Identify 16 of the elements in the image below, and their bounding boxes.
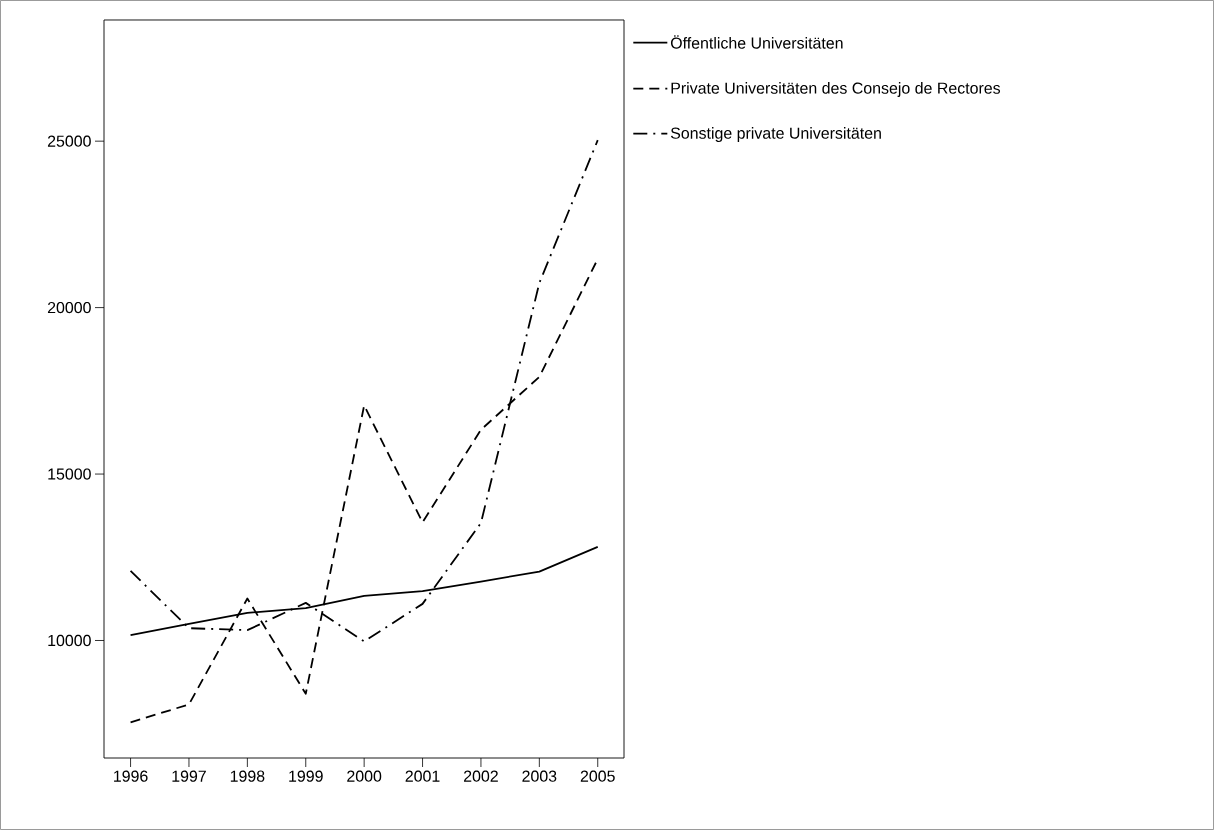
x-tick-label: 2001 — [405, 770, 440, 782]
legend-label: Sonstige private Universitäten — [670, 127, 881, 142]
x-tick-label: 1997 — [172, 770, 206, 782]
y-tick-label: 10000 — [48, 634, 91, 647]
x-tick-label: 1999 — [289, 770, 323, 782]
x-tick-label: 2003 — [522, 770, 557, 782]
legend-label: Private Universitäten des Consejo de Rectores — [671, 82, 1001, 97]
y-tick-label: 25000 — [47, 135, 91, 147]
legend-label: Öffentliche Universitäten — [670, 35, 843, 49]
y-tick-label: 15000 — [48, 468, 91, 480]
x-tick-label: 1998 — [230, 770, 265, 782]
x-tick-label: 1996 — [114, 770, 148, 782]
x-tick-label: 2000 — [347, 770, 382, 782]
y-tick-label: 20000 — [47, 301, 91, 314]
x-tick-label: 2005 — [580, 770, 615, 782]
x-tick-label: 2002 — [464, 770, 498, 782]
